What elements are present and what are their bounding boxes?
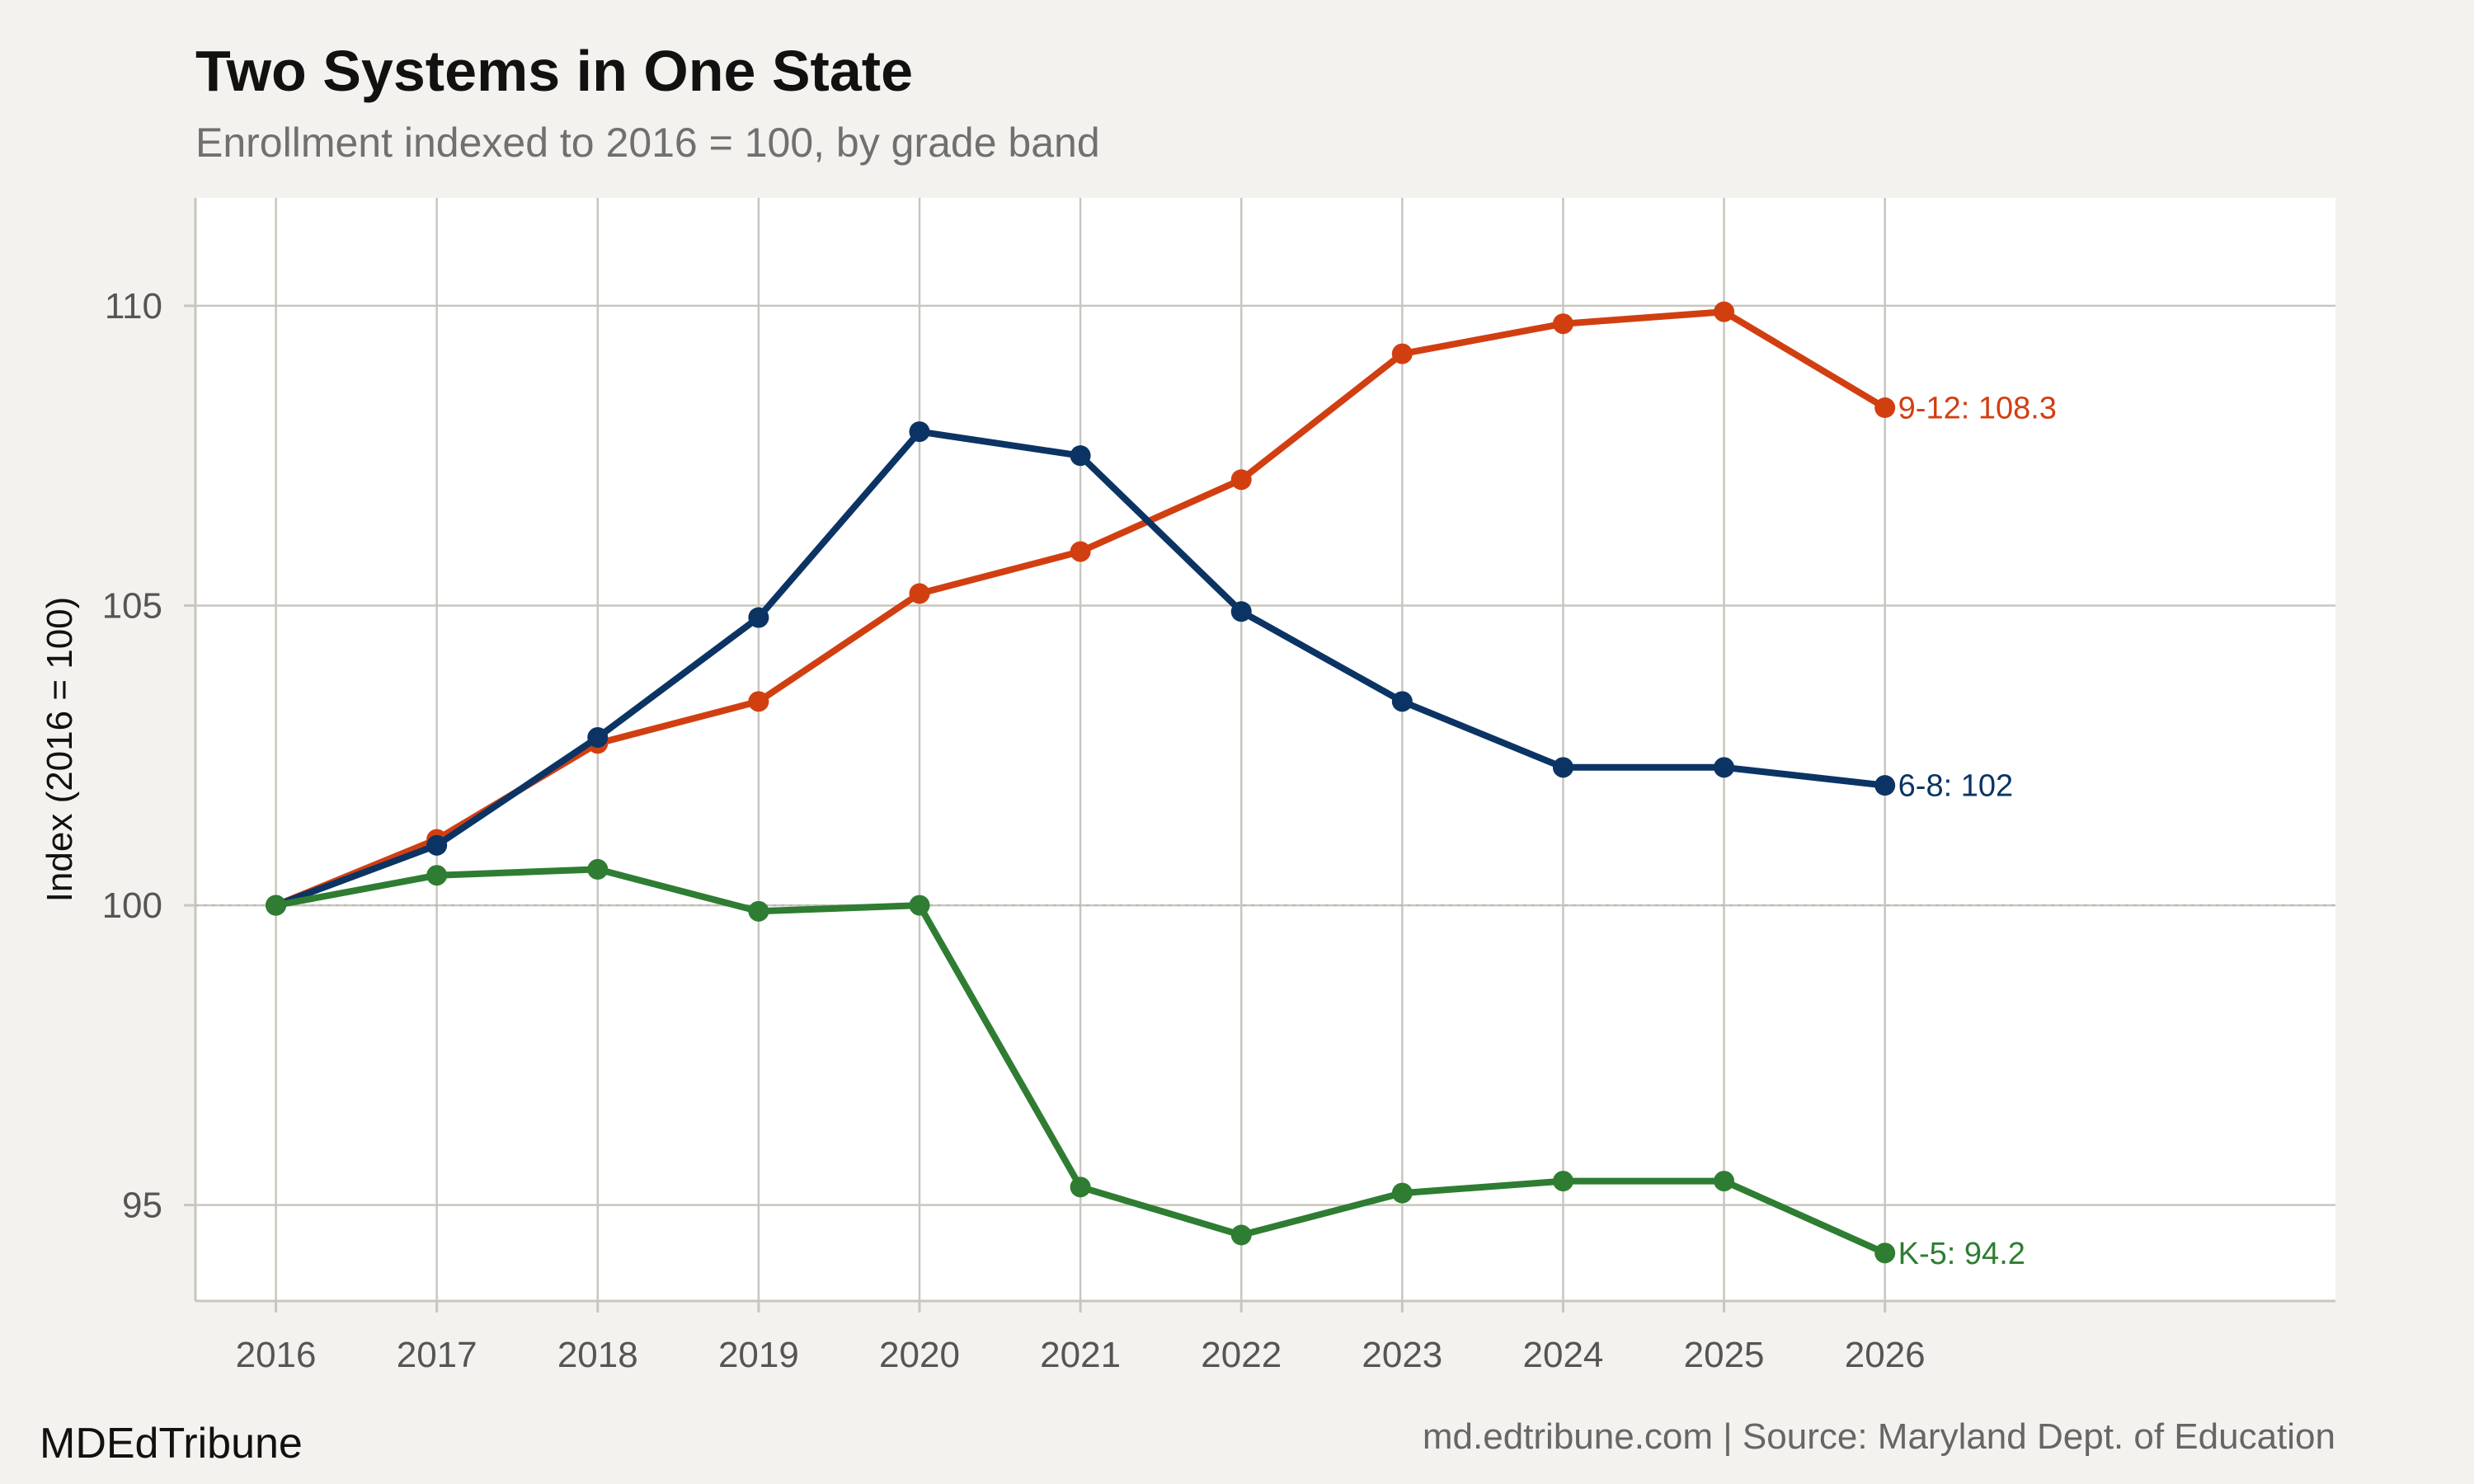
x-tick-label-2017: 2017	[397, 1335, 477, 1375]
point-6-8-2025	[1714, 757, 1734, 777]
point-k-5-2016	[266, 895, 286, 916]
y-tick-label-105: 105	[102, 585, 162, 626]
x-tick-label-2020: 2020	[879, 1335, 960, 1375]
y-axis-label: Index (2016 = 100)	[40, 597, 80, 903]
point-k-5-2024	[1553, 1171, 1573, 1191]
point-k-5-2026	[1874, 1242, 1895, 1263]
point-9-12-2023	[1392, 344, 1413, 364]
x-tick-label-2016: 2016	[236, 1335, 317, 1375]
point-k-5-2020	[910, 895, 930, 916]
point-9-12-2019	[748, 691, 769, 711]
x-tick-label-2018: 2018	[557, 1335, 638, 1375]
chart-subtitle: Enrollment indexed to 2016 = 100, by gra…	[195, 120, 1100, 166]
point-6-8-2022	[1231, 601, 1252, 622]
point-k-5-2021	[1070, 1176, 1091, 1197]
point-9-12-2025	[1714, 302, 1734, 322]
end-label-k-5: K-5: 94.2	[1898, 1237, 2025, 1271]
y-tick-label-100: 100	[102, 885, 162, 926]
point-k-5-2025	[1714, 1171, 1734, 1191]
point-6-8-2018	[587, 727, 608, 748]
end-label-9-12: 9-12: 108.3	[1898, 392, 2057, 426]
point-6-8-2021	[1070, 445, 1091, 466]
brand-logo: MDEdTribune	[40, 1420, 303, 1468]
point-9-12-2026	[1874, 397, 1895, 418]
x-tick-label-2019: 2019	[718, 1335, 799, 1375]
point-6-8-2020	[910, 421, 930, 442]
y-tick-label-110: 110	[105, 286, 162, 326]
point-6-8-2024	[1553, 757, 1573, 777]
point-6-8-2017	[426, 835, 447, 856]
point-k-5-2017	[426, 865, 447, 885]
x-tick-label-2025: 2025	[1684, 1335, 1765, 1375]
point-6-8-2019	[748, 608, 769, 628]
x-tick-label-2021: 2021	[1040, 1335, 1121, 1375]
point-k-5-2019	[748, 901, 769, 922]
point-k-5-2018	[587, 859, 608, 880]
chart: Two Systems in One State Enrollment inde…	[0, 0, 2474, 1484]
point-9-12-2021	[1070, 542, 1091, 562]
point-9-12-2020	[910, 583, 930, 603]
source-credit: md.edtribune.com | Source: Maryland Dept…	[1423, 1416, 2335, 1457]
end-label-6-8: 6-8: 102	[1898, 769, 2013, 804]
chart-title: Two Systems in One State	[195, 39, 913, 103]
point-9-12-2022	[1231, 469, 1252, 490]
x-tick-label-2024: 2024	[1523, 1335, 1604, 1375]
plot-panel	[195, 198, 2335, 1301]
point-k-5-2023	[1392, 1183, 1413, 1204]
x-tick-label-2023: 2023	[1362, 1335, 1442, 1375]
x-tick-label-2026: 2026	[1845, 1335, 1926, 1375]
point-6-8-2026	[1874, 775, 1895, 796]
x-tick-label-2022: 2022	[1201, 1335, 1282, 1375]
point-k-5-2022	[1231, 1225, 1252, 1246]
point-6-8-2023	[1392, 691, 1413, 711]
y-tick-label-95: 95	[122, 1186, 162, 1226]
point-9-12-2024	[1553, 313, 1573, 334]
